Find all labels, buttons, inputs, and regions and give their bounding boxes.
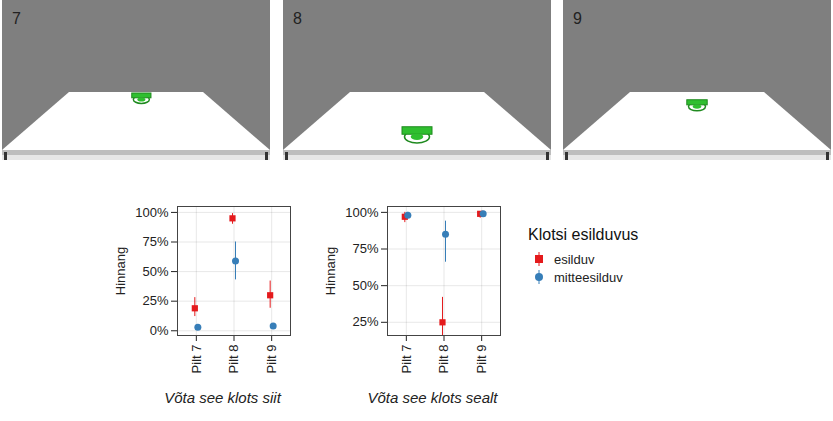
html-text:Klotsi esilduvus: Klotsi esilduvus bbox=[528, 226, 639, 243]
svg-text:50%: 50% bbox=[352, 278, 378, 293]
svg-text:Pilt 7: Pilt 7 bbox=[398, 345, 413, 374]
svg-text:Pilt 8: Pilt 8 bbox=[226, 345, 241, 374]
html-text:Võta see klots sealt: Võta see klots sealt bbox=[367, 389, 498, 406]
svg-text:75%: 75% bbox=[352, 241, 378, 256]
svg-text:Hinnang: Hinnang bbox=[323, 247, 338, 295]
svg-text:Pilt 8: Pilt 8 bbox=[436, 345, 451, 374]
html-text:mitteesilduv: mitteesilduv bbox=[554, 269, 623, 285]
svg-text:25%: 25% bbox=[142, 293, 168, 308]
html-text:Võta see klots siit: Võta see klots siit bbox=[164, 389, 281, 406]
svg-text:7: 7 bbox=[12, 10, 21, 27]
svg-text:Pilt 7: Pilt 7 bbox=[188, 345, 203, 374]
svg-text:100%: 100% bbox=[345, 205, 379, 220]
svg-text:8: 8 bbox=[293, 10, 302, 27]
svg-text:9: 9 bbox=[573, 10, 582, 27]
svg-text:0%: 0% bbox=[150, 323, 169, 338]
svg-text:Hinnang: Hinnang bbox=[113, 247, 128, 295]
svg-text:100%: 100% bbox=[135, 205, 169, 220]
html-text:esilduv: esilduv bbox=[554, 251, 595, 267]
svg-text:50%: 50% bbox=[142, 264, 168, 279]
svg-text:Pilt 9: Pilt 9 bbox=[264, 345, 279, 374]
svg-text:75%: 75% bbox=[142, 234, 168, 249]
svg-text:25%: 25% bbox=[352, 314, 378, 329]
svg-text:Pilt 9: Pilt 9 bbox=[474, 345, 489, 374]
